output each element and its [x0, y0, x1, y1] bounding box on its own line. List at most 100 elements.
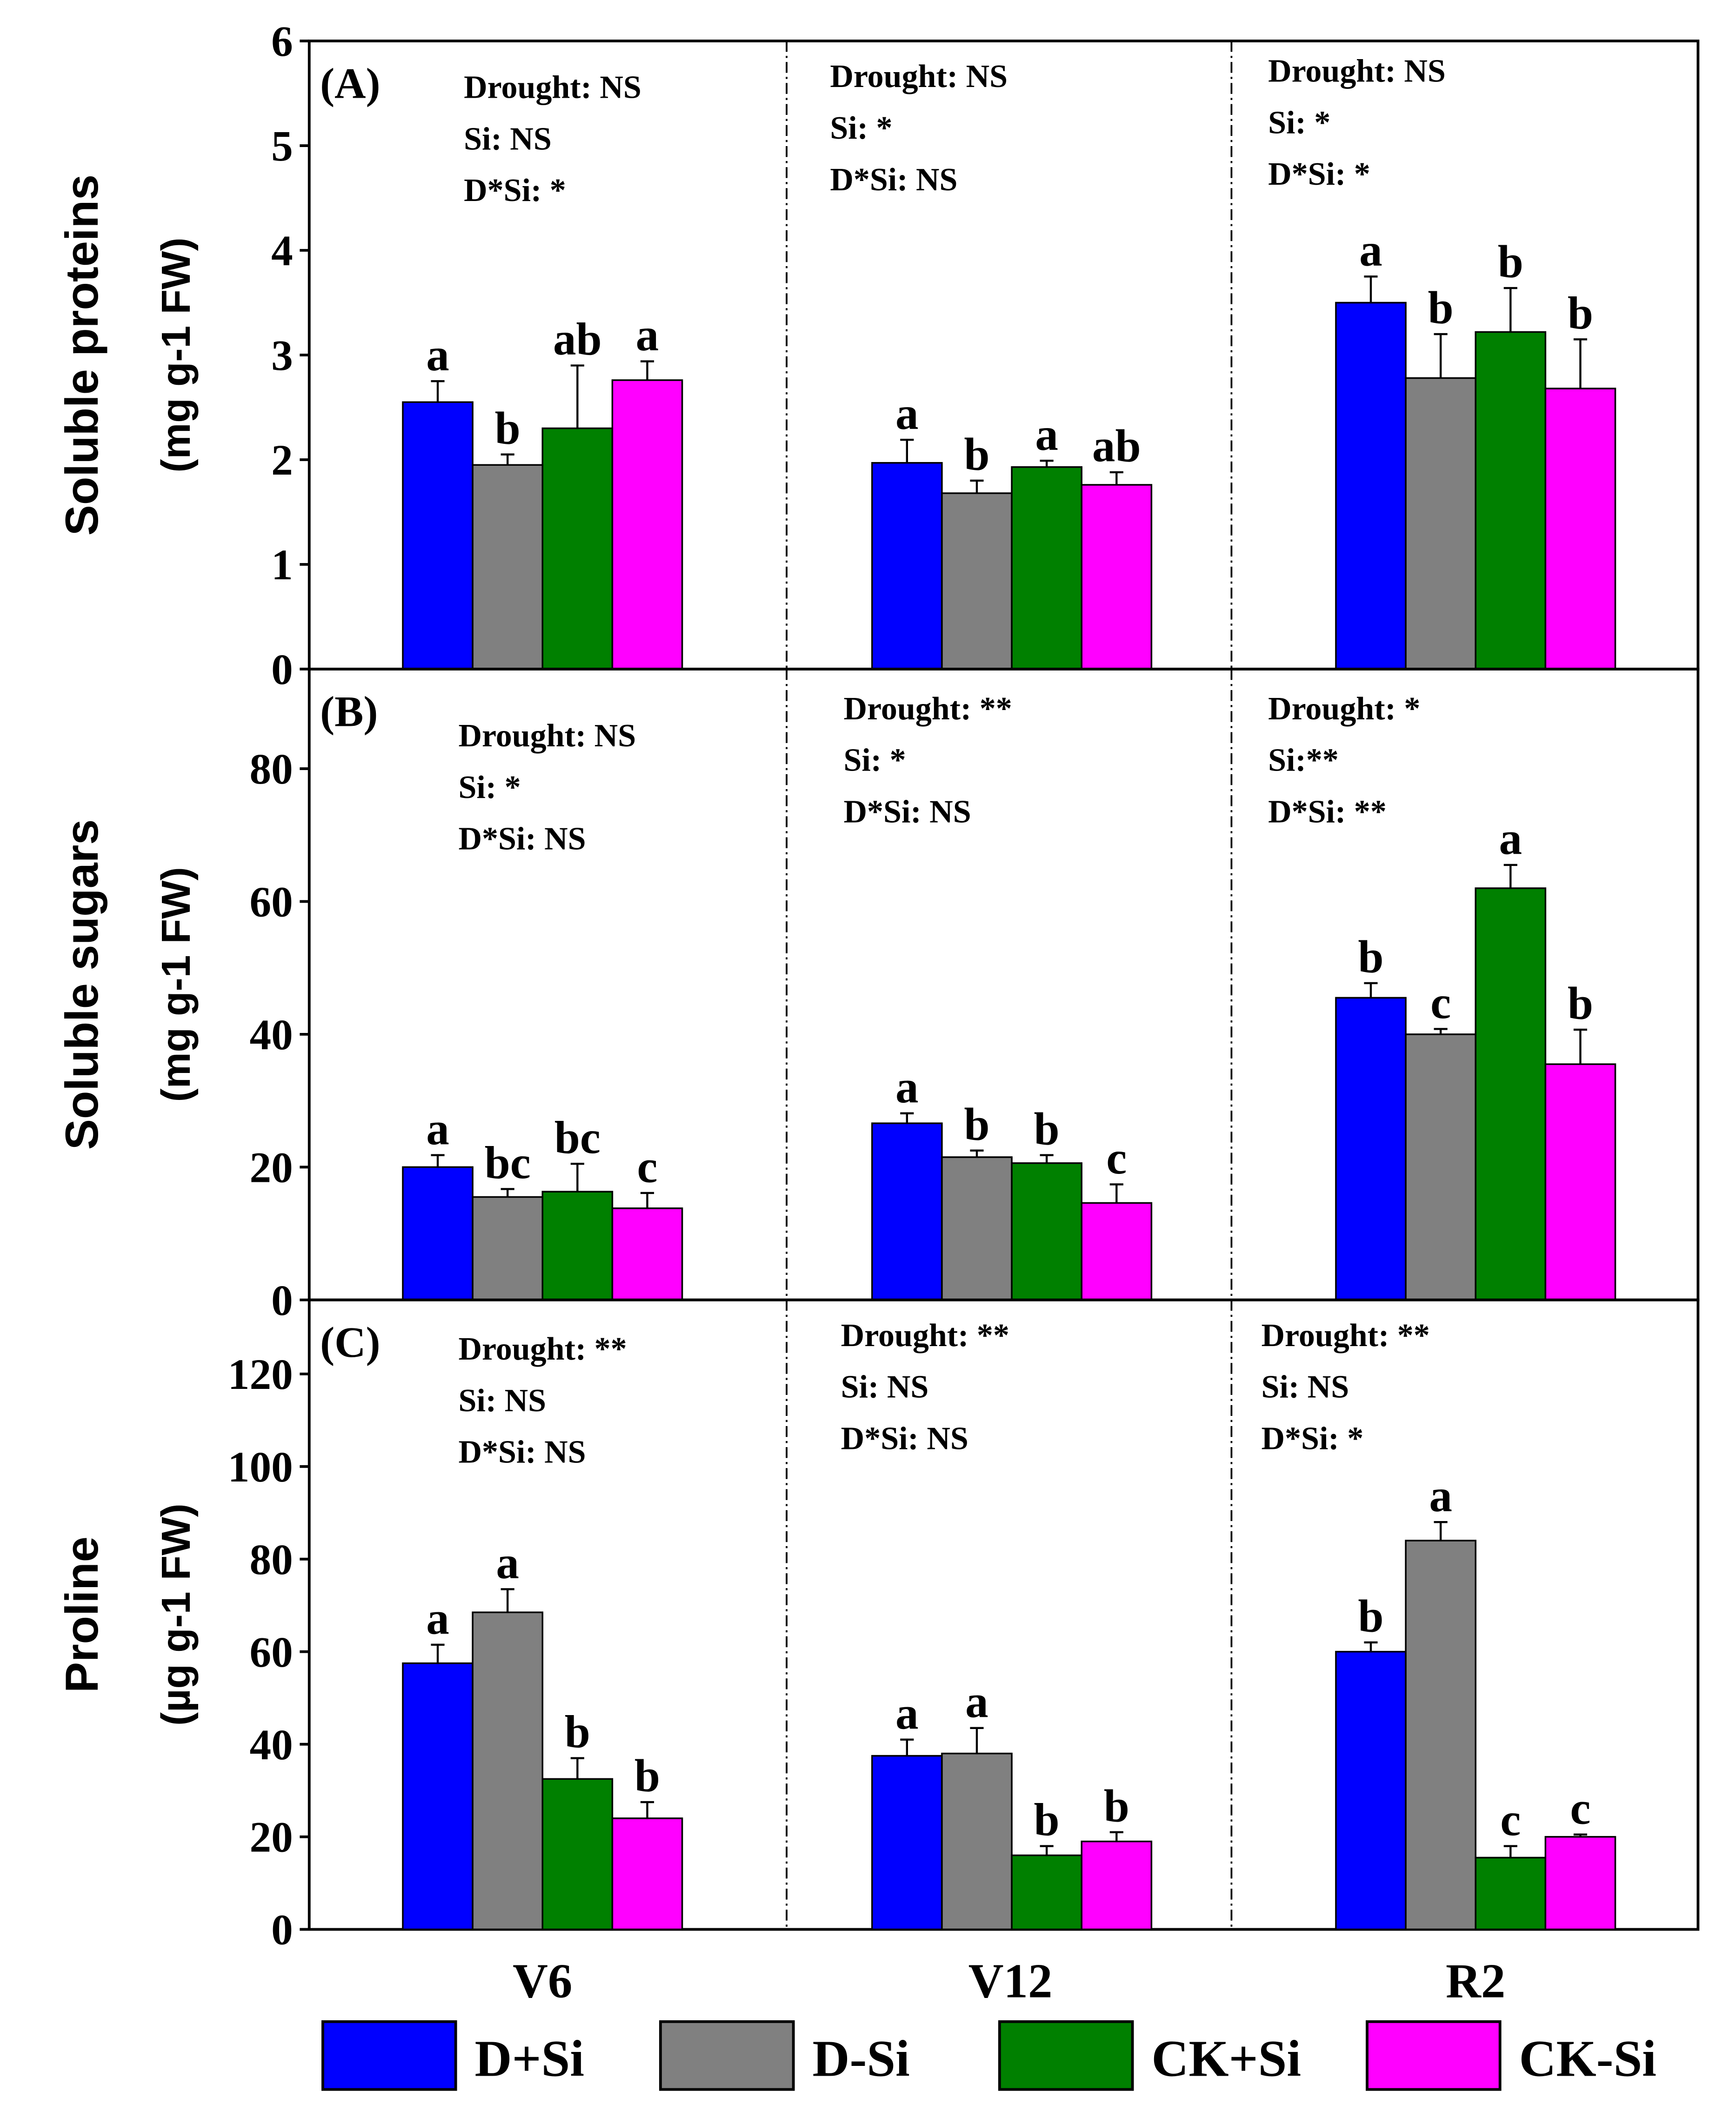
significance-letter: c: [1500, 1795, 1521, 1845]
y-tick-label: 80: [249, 1536, 293, 1584]
bar-ck-minus-si: [1544, 1836, 1616, 1931]
legend-label: D-Si: [812, 2030, 909, 2087]
significance-letter: c: [1570, 1783, 1590, 1834]
bar-dplus-minus-si: [1335, 1650, 1407, 1931]
y-tick-label: 100: [228, 1443, 293, 1491]
anova-annotation: Drought: NS: [830, 59, 1008, 94]
anova-annotation: Si:**: [1268, 743, 1339, 778]
anova-annotation: Drought: NS: [464, 69, 641, 105]
y-tick-label: 60: [249, 1629, 293, 1676]
anova-annotation: Drought: **: [1262, 1318, 1430, 1354]
x-tick-label: R2: [1446, 1953, 1505, 2008]
bar-dplus-minus-si: [871, 1755, 943, 1931]
panel-label: (B): [320, 688, 378, 736]
bar-ckplus-minus-si: [1475, 887, 1547, 1301]
anova-annotation: Drought: **: [844, 691, 1012, 727]
y-tick-label: 2: [271, 436, 293, 484]
y-axis-title: Soluble sugars: [56, 819, 108, 1150]
bar-d-minus-si: [941, 492, 1013, 670]
legend-swatch: [659, 2020, 795, 2091]
significance-letter: bc: [485, 1138, 531, 1188]
y-tick-label: 40: [249, 1721, 293, 1769]
significance-letter: a: [426, 1104, 449, 1154]
y-tick-label: 20: [249, 1814, 293, 1862]
bar-dplus-minus-si: [871, 462, 943, 670]
x-tick-label: V6: [513, 1953, 572, 2008]
bar-ck-minus-si: [611, 1207, 683, 1301]
legend-label: D+Si: [474, 2030, 584, 2087]
bar-dplus-minus-si: [402, 1166, 474, 1301]
anova-annotation: Si: *: [830, 110, 892, 146]
y-tick-label: 1: [271, 541, 293, 589]
bar-dplus-minus-si: [1335, 302, 1407, 670]
significance-letter: a: [1359, 225, 1382, 276]
anova-annotation: D*Si: NS: [830, 162, 957, 198]
significance-letter: b: [634, 1751, 660, 1802]
anova-annotation: Si: NS: [1262, 1369, 1349, 1405]
legend-label: CK+Si: [1151, 2030, 1301, 2087]
bar-ck-minus-si: [611, 1817, 683, 1931]
anova-annotation: D*Si: **: [1268, 794, 1387, 830]
bar-d-minus-si: [1405, 1033, 1476, 1301]
panel-c: 0 20 40 60 80 100 120 Proline (µg g-1 FW) (C) Drou…: [56, 1298, 1700, 1954]
bar-dplus-minus-si: [871, 1122, 943, 1301]
y-tick-label: 40: [249, 1011, 293, 1059]
significance-letter: b: [1428, 283, 1454, 334]
bar-d-minus-si: [472, 1196, 543, 1301]
anova-annotation: D*Si: NS: [458, 1435, 586, 1470]
bar-ck-minus-si: [1544, 1063, 1616, 1301]
significance-letter: b: [964, 429, 989, 480]
significance-letter: a: [965, 1677, 988, 1728]
bar-ckplus-minus-si: [541, 427, 614, 670]
y-tick-label: 120: [228, 1351, 293, 1399]
anova-annotation: Drought: *: [1268, 691, 1420, 727]
significance-letter: b: [1358, 932, 1383, 983]
significance-letter: c: [1430, 978, 1451, 1028]
bar-dplus-minus-si: [402, 401, 474, 670]
y-tick-label: 20: [249, 1144, 293, 1192]
bar-ckplus-minus-si: [1011, 466, 1082, 670]
bar-ck-minus-si: [611, 379, 683, 670]
anova-annotation: Si: NS: [464, 121, 552, 157]
x-tick-label: V12: [968, 1953, 1053, 2008]
significance-letter: c: [637, 1142, 657, 1193]
y-tick-label: 0: [271, 1277, 293, 1325]
anova-annotation: D*Si: NS: [844, 794, 971, 830]
anova-annotation: Drought: NS: [1268, 54, 1446, 89]
bar-ckplus-minus-si: [1011, 1854, 1082, 1931]
significance-letter: a: [1035, 409, 1058, 460]
anova-annotation: D*Si: *: [464, 173, 566, 208]
bar-d-minus-si: [941, 1156, 1013, 1301]
bar-ck-minus-si: [1081, 1202, 1153, 1301]
anova-annotation: D*Si: *: [1262, 1421, 1364, 1456]
significance-letter: a: [895, 1062, 919, 1113]
y-tick-label: 60: [249, 878, 293, 926]
significance-letter: a: [426, 330, 449, 381]
bar-ck-minus-si: [1081, 484, 1153, 670]
significance-letter: a: [1499, 814, 1522, 865]
y-axis-unit: (µg g-1 FW): [153, 1503, 199, 1726]
legend-label: CK-Si: [1519, 2030, 1656, 2087]
significance-letter: a: [636, 310, 659, 361]
anova-annotation: Si: *: [1268, 105, 1330, 141]
panel-label: (C): [320, 1319, 381, 1367]
significance-letter: b: [565, 1707, 590, 1757]
y-tick-label: 5: [271, 122, 293, 170]
legend: D+Si D-Si CK+Si CK-Si: [321, 2020, 1656, 2091]
significance-letter: a: [426, 1593, 449, 1644]
bar-ckplus-minus-si: [541, 1191, 614, 1301]
y-tick-label: 0: [271, 1906, 293, 1954]
significance-letter: bc: [554, 1113, 601, 1163]
significance-letter: b: [1034, 1104, 1060, 1154]
significance-letter: b: [1034, 1795, 1060, 1845]
anova-annotation: Drought: **: [841, 1318, 1009, 1354]
significance-letter: b: [1104, 1781, 1129, 1831]
bar-ckplus-minus-si: [1011, 1162, 1082, 1301]
bar-ckplus-minus-si: [1475, 1857, 1547, 1931]
panel-label: (A): [320, 60, 381, 107]
y-tick-label: 3: [271, 332, 293, 380]
significance-letter: a: [496, 1538, 519, 1589]
bar-dplus-minus-si: [1335, 997, 1407, 1301]
significance-letter: a: [895, 1688, 919, 1739]
